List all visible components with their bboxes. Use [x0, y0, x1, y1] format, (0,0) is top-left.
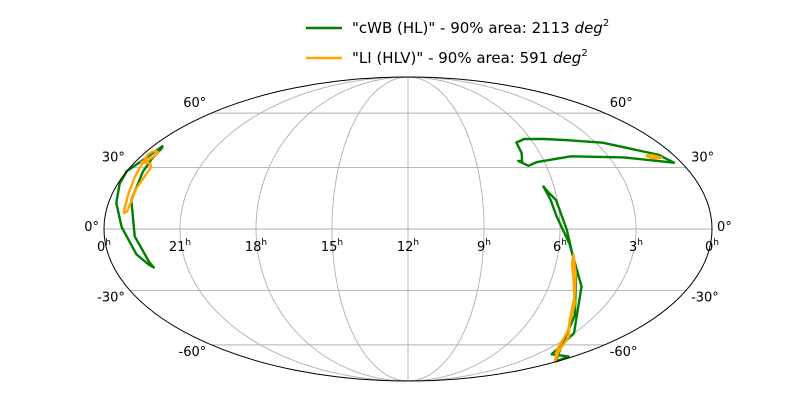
y-tick-label-left: 30° [102, 151, 125, 166]
meridian--90 [255, 76, 409, 382]
y-tick-label-right: -30° [691, 290, 719, 305]
y-tick-label-right: 30° [691, 151, 714, 166]
meridian-90 [407, 76, 561, 382]
graticule [104, 76, 712, 382]
y-tick-label-left: 60° [183, 96, 206, 111]
contour-series-1-1 [645, 153, 663, 160]
x-tick-label: 12h [397, 238, 419, 255]
meridian--45 [331, 76, 409, 382]
x-tick-label: 9h [477, 238, 491, 255]
x-tick-label: 3h [629, 238, 643, 255]
y-tick-label-left: 0° [84, 220, 99, 235]
y-tick-label-right: 0° [717, 220, 732, 235]
legend: "cWB (HL)" - 90% area: 2113 deg2 "LI (HLV… [306, 18, 609, 67]
tick-labels: 0h 21h 18h 15h 12h 9h 6h 3h 0h 60° 60° 30° 30° 0° 0° -3… [84, 96, 732, 360]
y-tick-label-right: 60° [610, 96, 633, 111]
mollweide-frame [103, 76, 713, 382]
contour-layer [115, 137, 676, 363]
y-tick-label-left: -60° [179, 345, 207, 360]
contour-series-0-1 [515, 137, 676, 168]
x-tick-label: 0h [705, 238, 719, 255]
x-tick-label: 0h [97, 238, 111, 255]
x-tick-label: 6h [553, 238, 567, 255]
x-tick-label: 21h [169, 238, 191, 255]
meridian--135 [179, 76, 409, 382]
x-tick-label: 18h [245, 238, 267, 255]
x-tick-label: 15h [321, 238, 343, 255]
contour-series-0-0 [115, 145, 164, 269]
legend-label-0: "cWB (HL)" - 90% area: 2113 deg2 [352, 18, 609, 37]
y-tick-label-right: -60° [610, 345, 638, 360]
contour-series-1-2 [553, 253, 577, 363]
meridian-45 [407, 76, 485, 382]
y-tick-label-left: -30° [97, 290, 125, 305]
contour-series-1-0 [122, 149, 160, 215]
legend-label-1: "LI (HLV)" - 90% area: 591 deg2 [352, 48, 588, 67]
meridian-135 [407, 76, 637, 382]
